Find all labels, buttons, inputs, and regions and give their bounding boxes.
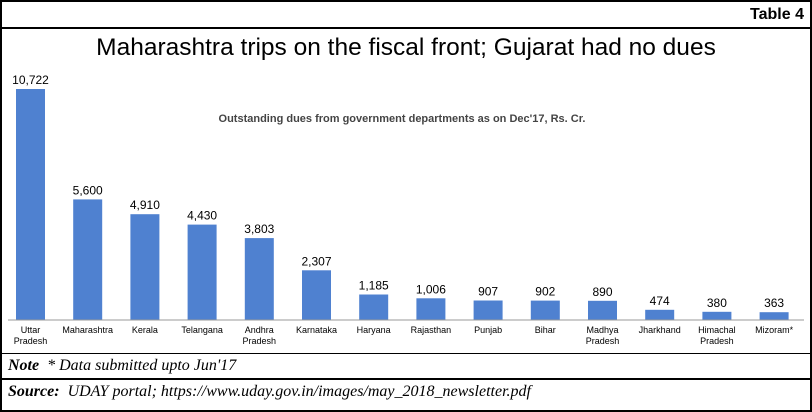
bar	[645, 309, 675, 320]
bar	[244, 238, 274, 320]
x-tick-label: Karnataka	[296, 325, 337, 335]
bar	[130, 214, 160, 320]
bar-value-label: 380	[707, 296, 727, 310]
bar	[16, 89, 45, 320]
bar	[759, 312, 789, 320]
source-label: Source:	[8, 383, 60, 400]
bars-group: 10,722 Uttar Pradesh 5,600 Maharashtra 4,910 K…	[12, 73, 793, 346]
source-divider	[2, 378, 810, 380]
bar-value-label: 1,185	[359, 279, 389, 293]
bar-value-label: 10,722	[12, 73, 49, 87]
chart-subtitle: Outstanding dues from government departm…	[219, 113, 586, 125]
table-label: Table 4	[750, 6, 804, 23]
note-line: Note * Data submitted upto Jun'17	[8, 357, 236, 375]
bar	[359, 294, 389, 320]
bar	[302, 270, 331, 320]
bar	[702, 311, 732, 320]
note-label: Note	[8, 357, 40, 374]
x-tick-label: Telangana	[181, 325, 223, 335]
bar	[416, 298, 446, 320]
bar-value-label: 902	[535, 285, 555, 299]
bar-value-label: 1,006	[416, 282, 446, 296]
bar-value-label: 5,600	[73, 183, 103, 197]
x-tick-label: Maharashtra	[62, 325, 113, 335]
bar	[473, 300, 503, 320]
x-tick-label: Uttar Pradesh	[14, 325, 48, 346]
x-tick-label: Andhra Pradesh	[243, 325, 277, 346]
bar-value-label: 363	[764, 296, 784, 310]
x-tick-label: Haryana	[357, 325, 391, 335]
bar	[73, 199, 103, 320]
bar-value-label: 3,803	[244, 222, 274, 236]
top-divider	[2, 27, 810, 29]
x-tick-label: Jharkhand	[639, 325, 681, 335]
bar	[530, 300, 560, 320]
x-tick-label: Mizoram*	[755, 325, 794, 335]
bar	[187, 224, 217, 320]
bar-value-label: 474	[650, 294, 670, 308]
chart-title: Maharashtra trips on the fiscal front; G…	[96, 34, 716, 61]
bar	[588, 300, 617, 320]
note-divider	[2, 353, 810, 354]
bar-value-label: 4,430	[187, 209, 217, 223]
bar-value-label: 890	[592, 285, 612, 299]
source-text: UDAY portal; https://www.uday.gov.in/ima…	[67, 383, 531, 400]
bar-value-label: 907	[478, 285, 498, 299]
bar-value-label: 4,910	[130, 198, 160, 212]
bar-value-label: 2,307	[301, 254, 331, 268]
x-tick-label: Punjab	[474, 325, 502, 335]
source-line: Source: UDAY portal; https://www.uday.gov…	[8, 383, 531, 401]
x-tick-label: Madhya Pradesh	[586, 325, 620, 346]
x-tick-label: Rajasthan	[411, 325, 452, 335]
note-text: * Data submitted upto Jun'17	[47, 357, 237, 374]
x-tick-label: Kerala	[132, 325, 158, 335]
x-tick-label: Bihar	[535, 325, 556, 335]
x-tick-label: Himachal Pradesh	[698, 325, 736, 346]
